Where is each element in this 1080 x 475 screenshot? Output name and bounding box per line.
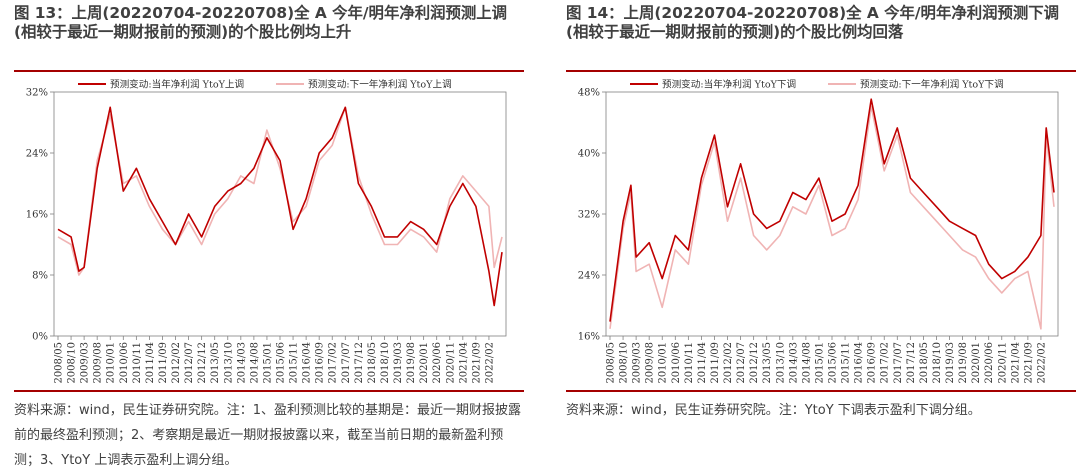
line-chart-upgrades: 0% 8% 16% 24% 32% 2008/05 2008/10 2009/03 2009/0… <box>26 79 507 384</box>
x-tick-label: 2018/10 <box>380 342 391 384</box>
y-tick-label: 40% <box>578 149 600 160</box>
figure-title: 图 14：上周(20220704-20220708)全 A 今年/明年净利润预测… <box>566 4 1060 41</box>
x-tick-label: 2009/08 <box>645 342 656 384</box>
x-tick-label: 2015/06 <box>276 342 287 384</box>
x-tick-label: 2010/11 <box>684 342 695 384</box>
figure-title: 图 13：上周(20220704-20220708)全 A 今年/明年净利润预测… <box>14 4 508 41</box>
series-line-1 <box>609 98 1055 322</box>
source-note: 资料来源：wind，民生证券研究院。注：YtoY 下调表示盈利下调分组。 <box>566 403 981 418</box>
plot-frame <box>53 91 507 337</box>
x-tick-label: 2019/08 <box>406 342 417 384</box>
x-tick-label: 2015/11 <box>289 342 300 384</box>
y-tick-label: 24% <box>578 271 600 282</box>
x-tick-label: 2021/04 <box>1010 342 1021 384</box>
x-tick-label: 2010/11 <box>132 342 143 384</box>
x-tick-label: 2012/02 <box>171 342 182 384</box>
bottom-divider <box>566 390 1076 392</box>
x-tick-label: 2020/11 <box>445 342 456 384</box>
x-tick-label: 2013/05 <box>210 342 221 384</box>
x-tick-label: 2014/03 <box>236 342 247 384</box>
x-tick-label: 2011/09 <box>158 342 169 384</box>
series-line-2 <box>609 105 1055 330</box>
x-tick-label: 2011/04 <box>697 342 708 384</box>
x-tick-label: 2017/12 <box>354 342 365 384</box>
x-tick-label: 2012/12 <box>749 342 760 384</box>
top-divider <box>566 70 1076 72</box>
y-tick-label: 48% <box>578 88 600 99</box>
x-tick-label: 2010/01 <box>106 342 117 384</box>
x-tick-label: 2015/01 <box>814 342 825 384</box>
y-tick-label: 8% <box>32 271 48 282</box>
x-tick-label: 2012/02 <box>723 342 734 384</box>
line-chart-downgrades: 16% 24% 32% 40% 48% 2008/05 2008/10 2009/03 2009… <box>578 79 1059 384</box>
top-divider <box>14 70 524 72</box>
x-tick-label: 2010/06 <box>119 342 130 384</box>
x-tick-label: 2020/01 <box>971 342 982 384</box>
x-tick-label: 2020/06 <box>432 342 443 384</box>
x-tick-label: 2017/02 <box>880 342 891 384</box>
x-tick-label: 2014/03 <box>788 342 799 384</box>
x-tick-label: 2013/05 <box>762 342 773 384</box>
y-tick-label: 16% <box>26 210 48 221</box>
x-tick-label: 2009/03 <box>80 342 91 384</box>
legend-label: 预测变动:当年净利润 YtoY下调 <box>662 79 796 91</box>
x-tick-label: 2019/03 <box>945 342 956 384</box>
y-tick-label: 32% <box>26 88 48 99</box>
x-tick-label: 2015/06 <box>828 342 839 384</box>
x-tick-label: 2020/06 <box>984 342 995 384</box>
series-line-2 <box>57 106 503 276</box>
x-tick-label: 2012/07 <box>736 342 747 384</box>
x-tick-label: 2017/02 <box>328 342 339 384</box>
x-tick-label: 2020/11 <box>997 342 1008 384</box>
x-tick-label: 2014/08 <box>801 342 812 384</box>
x-tick-label: 2009/03 <box>632 342 643 384</box>
x-tick-label: 2017/12 <box>906 342 917 384</box>
x-tick-label: 2014/08 <box>249 342 260 384</box>
legend-label: 预测变动:当年净利润 YtoY上调 <box>110 79 244 91</box>
x-tick-label: 2011/04 <box>145 342 156 384</box>
y-tick-label: 24% <box>26 149 48 160</box>
y-tick-label: 0% <box>32 332 48 343</box>
x-tick-label: 2015/01 <box>262 342 273 384</box>
legend-label: 预测变动:下一年净利润 YtoY上调 <box>308 79 452 91</box>
bottom-divider <box>14 390 524 392</box>
x-tick-label: 2013/10 <box>223 342 234 384</box>
x-tick-label: 2013/10 <box>775 342 786 384</box>
x-tick-label: 2018/05 <box>919 342 930 384</box>
x-tick-label: 2009/08 <box>93 342 104 384</box>
series-line-1 <box>57 106 503 307</box>
x-tick-label: 2019/08 <box>958 342 969 384</box>
x-tick-label: 2008/05 <box>54 342 65 384</box>
x-tick-label: 2022/02 <box>1036 342 1047 384</box>
x-tick-label: 2021/09 <box>1023 342 1034 384</box>
x-tick-label: 2008/05 <box>606 342 617 384</box>
x-tick-label: 2018/05 <box>367 342 378 384</box>
x-tick-label: 2010/06 <box>671 342 682 384</box>
x-tick-label: 2021/04 <box>458 342 469 384</box>
x-tick-label: 2020/01 <box>419 342 430 384</box>
x-tick-label: 2018/10 <box>932 342 943 384</box>
y-tick-label: 16% <box>578 332 600 343</box>
x-tick-label: 2016/09 <box>867 342 878 384</box>
x-tick-label: 2012/12 <box>197 342 208 384</box>
plot-frame <box>605 91 1059 337</box>
x-tick-label: 2017/07 <box>893 342 904 384</box>
x-tick-label: 2012/07 <box>184 342 195 384</box>
x-tick-label: 2019/03 <box>393 342 404 384</box>
source-note: 资料来源：wind，民生证券研究院。注：1、盈利预测比较的基期是：最近一期财报披… <box>14 403 522 468</box>
x-tick-label: 2008/10 <box>67 342 78 384</box>
y-tick-label: 32% <box>578 210 600 221</box>
x-tick-label: 2008/10 <box>619 342 630 384</box>
x-tick-label: 2021/09 <box>471 342 482 384</box>
x-tick-label: 2017/07 <box>341 342 352 384</box>
legend-label: 预测变动:下一年净利润 YtoY下调 <box>860 79 1004 91</box>
x-tick-label: 2015/11 <box>841 342 852 384</box>
x-tick-label: 2011/09 <box>710 342 721 384</box>
x-tick-label: 2016/04 <box>302 342 313 384</box>
x-tick-label: 2022/02 <box>484 342 495 384</box>
x-tick-label: 2010/01 <box>658 342 669 384</box>
x-tick-label: 2016/09 <box>315 342 326 384</box>
x-tick-label: 2016/04 <box>854 342 865 384</box>
